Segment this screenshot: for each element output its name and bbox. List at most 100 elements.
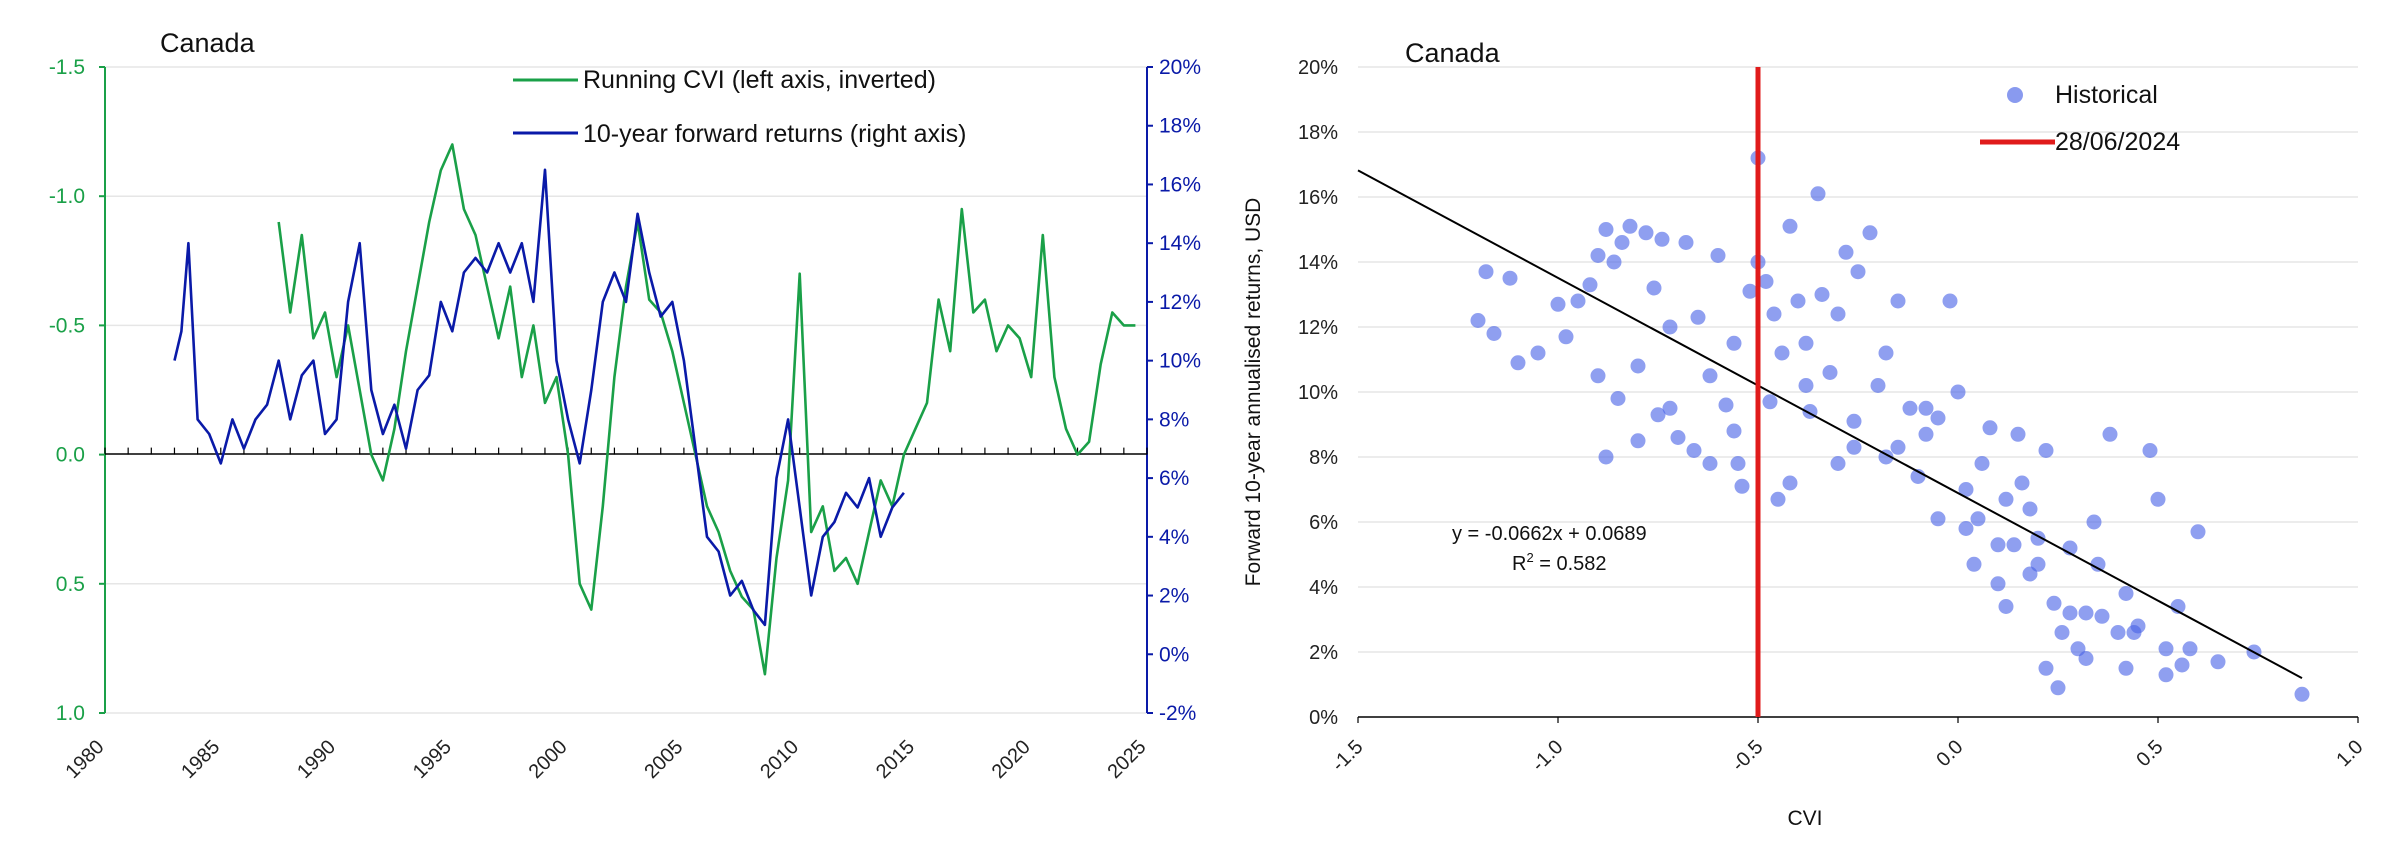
scatter-point [1930, 511, 1946, 527]
scatter-point [1890, 293, 1906, 309]
scatter-point [1614, 235, 1630, 250]
scatter-point [1702, 368, 1718, 384]
left-x-tick-label: 2000 [525, 736, 572, 783]
scatter-point [2102, 426, 2118, 442]
r2-suffix: = 0.582 [1534, 553, 1607, 575]
left-x-tick-label: 1995 [409, 736, 456, 783]
scatter-point [1990, 576, 2006, 592]
scatter-point [1622, 218, 1638, 234]
scatter-point [2010, 426, 2026, 442]
scatter-point [2090, 556, 2106, 572]
scatter-point [1630, 358, 1646, 374]
scatter-point [1930, 410, 1946, 426]
scatter-y-tick-label: 0% [1309, 707, 1338, 729]
scatter-point [1598, 222, 1614, 237]
right-chart: 0% 2% 4% 6% 8% 10% 12% 14% 16% 18% 20% -1.5 -1.0 -0.… [1242, 38, 2368, 830]
scatter-point [1590, 248, 1606, 263]
left-x-tick-label: 1985 [177, 736, 224, 783]
scatter-point [1650, 407, 1666, 423]
scatter-point [1990, 537, 2006, 553]
scatter-point [1686, 443, 1702, 458]
left-legend: Running CVI (left axis, inverted) 10-yea… [513, 66, 966, 148]
left-y-ticks: -1.5 -1.0 -0.5 0.0 0.5 1.0 [49, 56, 105, 725]
trend-equation: y = -0.0662x + 0.0689 [1452, 523, 1647, 545]
right-y-tick-label: 18% [1159, 115, 1201, 138]
scatter-point [1702, 456, 1718, 471]
scatter-point [1950, 384, 1966, 400]
trend-r-squared: R2 = 0.582 [1512, 550, 1607, 575]
scatter-point [2006, 537, 2022, 553]
scatter-y-tick-label: 18% [1298, 122, 1338, 144]
scatter-point [1470, 313, 1486, 328]
scatter-point [1958, 521, 1974, 536]
scatter-point [1798, 335, 1814, 351]
scatter-point [1590, 368, 1606, 384]
scatter-point [1758, 274, 1774, 289]
scatter-point [2014, 475, 2030, 491]
scatter-point [1486, 326, 1502, 341]
left-y-tick-label: -1.5 [49, 56, 85, 79]
scatter-point [1606, 254, 1622, 270]
scatter-point [1678, 235, 1694, 250]
scatter-point [1890, 439, 1906, 455]
scatter-point [2038, 443, 2054, 458]
left-y-tick-label: 0.5 [56, 573, 85, 596]
cvi-series-line [277, 143, 1136, 676]
scatter-point [1510, 355, 1526, 371]
scatter-point [1798, 378, 1814, 393]
scatter-point [1582, 277, 1598, 293]
scatter-point [1790, 293, 1806, 309]
scatter-points [1470, 150, 2310, 702]
scatter-point [1662, 400, 1678, 416]
left-x-tick-label: 2010 [756, 736, 803, 783]
scatter-point [1966, 556, 1982, 572]
scatter-x-tick-label: -1.0 [1528, 736, 1568, 776]
right-y-tick-label: 16% [1159, 173, 1201, 196]
scatter-point [1478, 264, 1494, 280]
left-y-tick-label: 0.0 [56, 444, 85, 467]
scatter-point [1870, 378, 1886, 393]
scatter-point [1610, 391, 1626, 406]
right-y-tick-label: 6% [1159, 467, 1189, 490]
scatter-point [1570, 293, 1586, 309]
scatter-point [2118, 586, 2134, 601]
scatter-x-axis-label: CVI [1787, 807, 1822, 830]
scatter-point [1982, 420, 1998, 436]
scatter-point [2022, 501, 2038, 517]
legend-cvi-label: Running CVI (left axis, inverted) [583, 66, 936, 94]
scatter-trend [1357, 169, 2303, 679]
scatter-y-tick-label: 10% [1298, 382, 1338, 404]
returns-series-line [173, 168, 905, 627]
trendline [1357, 169, 2303, 679]
left-chart: -1.5 -1.0 -0.5 0.0 0.5 1.0 -2% 0% 2% 4% 6% 8% 10% 12… [49, 28, 1201, 783]
scatter-y-tick-label: 6% [1309, 512, 1338, 534]
legend-date-label: 28/06/2024 [2055, 128, 2180, 156]
scatter-point [1958, 482, 1974, 497]
left-series [173, 143, 1136, 676]
scatter-point [2078, 651, 2094, 666]
right-y-tick-label: 0% [1159, 643, 1189, 666]
left-y-tick-label: 1.0 [56, 702, 85, 725]
scatter-point [1942, 293, 1958, 309]
scatter-point [2126, 625, 2142, 640]
left-x-tick-label: 2015 [872, 736, 919, 783]
scatter-point [2118, 660, 2134, 676]
scatter-point [1598, 449, 1614, 465]
scatter-y-ticks: 0% 2% 4% 6% 8% 10% 12% 14% 16% 18% 20% [1298, 57, 1338, 729]
right-y-tick-label: 12% [1159, 291, 1201, 314]
scatter-point [1814, 287, 1830, 302]
scatter-point [1762, 394, 1778, 410]
left-y-tick-label: -0.5 [49, 314, 85, 337]
scatter-point [1726, 335, 1742, 351]
scatter-point [1670, 430, 1686, 445]
scatter-point [1862, 225, 1878, 241]
scatter-point [1902, 400, 1918, 416]
left-x-tick-label: 2005 [640, 736, 687, 783]
zero-axis-ticks [104, 447, 1148, 455]
scatter-point [1502, 270, 1518, 286]
scatter-point [2210, 654, 2226, 670]
right-y-tick-label: 10% [1159, 350, 1201, 373]
scatter-point [1662, 319, 1678, 335]
right-y-ticks: -2% 0% 2% 4% 6% 8% 10% 12% 14% 16% 18% 20% [1147, 56, 1201, 725]
scatter-point [1654, 231, 1670, 247]
